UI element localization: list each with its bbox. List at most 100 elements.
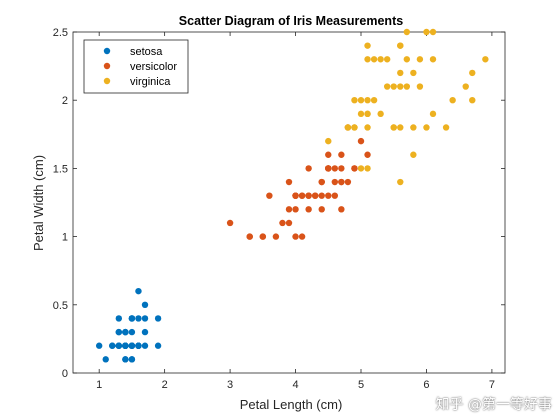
data-point-versicolor [325, 165, 332, 172]
data-point-virginica [397, 69, 404, 77]
data-point-setosa [154, 342, 162, 349]
data-point-virginica [429, 110, 437, 118]
data-point-virginica [390, 124, 397, 131]
data-point-setosa [128, 315, 136, 322]
data-point-versicolor [305, 206, 312, 213]
y-tick-label: 1 [62, 232, 68, 244]
data-point-versicolor [292, 233, 299, 240]
data-point-versicolor [344, 178, 352, 186]
data-point-virginica [429, 28, 437, 36]
data-point-setosa [115, 328, 123, 336]
data-point-setosa [128, 342, 136, 349]
data-point-setosa [109, 342, 116, 349]
data-point-versicolor [338, 151, 345, 158]
data-point-virginica [423, 124, 430, 131]
data-point-setosa [154, 315, 162, 322]
data-point-setosa [95, 342, 103, 349]
data-point-versicolor [318, 178, 325, 186]
legend-marker-virginica [103, 77, 111, 85]
data-point-virginica [423, 28, 430, 36]
data-point-virginica [429, 56, 437, 63]
data-point-setosa [115, 342, 123, 349]
data-point-virginica [364, 97, 371, 104]
data-point-setosa [102, 356, 109, 363]
data-point-versicolor [259, 233, 267, 240]
data-point-versicolor [364, 151, 371, 158]
legend-label-setosa: setosa [130, 46, 163, 58]
data-point-virginica [357, 97, 365, 104]
data-point-virginica [397, 124, 404, 131]
data-point-setosa [135, 287, 142, 295]
data-point-virginica [410, 151, 417, 158]
data-point-virginica [397, 83, 404, 90]
data-point-versicolor [292, 192, 299, 199]
series-versicolor [226, 124, 371, 240]
data-point-setosa [128, 356, 136, 363]
data-point-virginica [383, 83, 391, 90]
data-point-virginica [364, 56, 371, 63]
x-axis-label: Petal Length (cm) [240, 397, 343, 412]
data-point-versicolor [331, 178, 339, 186]
data-point-versicolor [285, 206, 293, 213]
data-point-setosa [135, 315, 142, 322]
data-point-versicolor [351, 165, 358, 172]
legend-marker-versicolor [103, 62, 111, 70]
y-tick-label: 0 [62, 368, 68, 380]
data-point-versicolor [338, 165, 345, 172]
data-point-setosa [115, 315, 123, 322]
data-point-setosa [122, 328, 129, 336]
data-point-virginica [344, 124, 352, 131]
x-tick-label: 7 [489, 379, 495, 391]
data-point-versicolor [272, 233, 280, 240]
y-tick-label: 2.5 [53, 27, 68, 39]
watermark: 知乎 @第一等好事 [435, 397, 552, 413]
data-point-versicolor [331, 192, 339, 199]
data-point-virginica [390, 83, 397, 90]
x-tick-label: 3 [227, 379, 233, 391]
data-point-versicolor [292, 206, 299, 213]
data-point-virginica [403, 56, 411, 63]
data-point-setosa [141, 342, 149, 349]
data-point-versicolor [226, 219, 234, 227]
data-point-virginica [416, 83, 424, 90]
data-point-versicolor [338, 206, 345, 213]
data-point-setosa [122, 356, 129, 363]
x-tick-label: 2 [162, 379, 168, 391]
y-tick-label: 1.5 [53, 163, 68, 175]
data-point-virginica [383, 56, 391, 63]
data-point-versicolor [279, 219, 286, 227]
chart-title: Scatter Diagram of Iris Measurements [179, 14, 403, 28]
data-point-versicolor [318, 206, 325, 213]
data-point-virginica [364, 42, 371, 49]
data-point-virginica [357, 110, 365, 118]
plot-area: 1 2 3 4 5 6 7 0 0.5 1 1.5 2 2.5 [53, 27, 506, 391]
legend-marker-setosa [103, 47, 111, 55]
data-point-virginica [397, 178, 404, 186]
data-point-virginica [370, 56, 378, 63]
data-point-virginica [325, 137, 332, 145]
data-point-virginica [469, 69, 476, 77]
data-point-versicolor [338, 178, 345, 186]
data-point-virginica [403, 28, 411, 36]
y-axis-label: Petal Width (cm) [31, 155, 46, 251]
data-point-virginica [377, 110, 384, 118]
data-point-virginica [364, 110, 371, 118]
data-point-versicolor [318, 192, 325, 199]
data-point-versicolor [357, 137, 365, 145]
x-tick-label: 6 [423, 379, 429, 391]
data-point-virginica [351, 124, 358, 131]
data-point-setosa [122, 342, 129, 349]
data-point-virginica [482, 56, 489, 63]
data-point-virginica [377, 56, 384, 63]
data-point-virginica [397, 42, 404, 49]
series-setosa [95, 287, 162, 363]
data-point-versicolor [305, 165, 312, 172]
data-point-virginica [442, 124, 450, 131]
x-tick-label: 1 [96, 379, 102, 391]
legend-label-virginica: virginica [130, 76, 171, 88]
data-point-virginica [357, 165, 365, 172]
data-point-versicolor [266, 192, 273, 199]
legend-label-versicolor: versicolor [130, 61, 177, 73]
data-point-versicolor [298, 192, 306, 199]
data-point-setosa [141, 315, 149, 322]
